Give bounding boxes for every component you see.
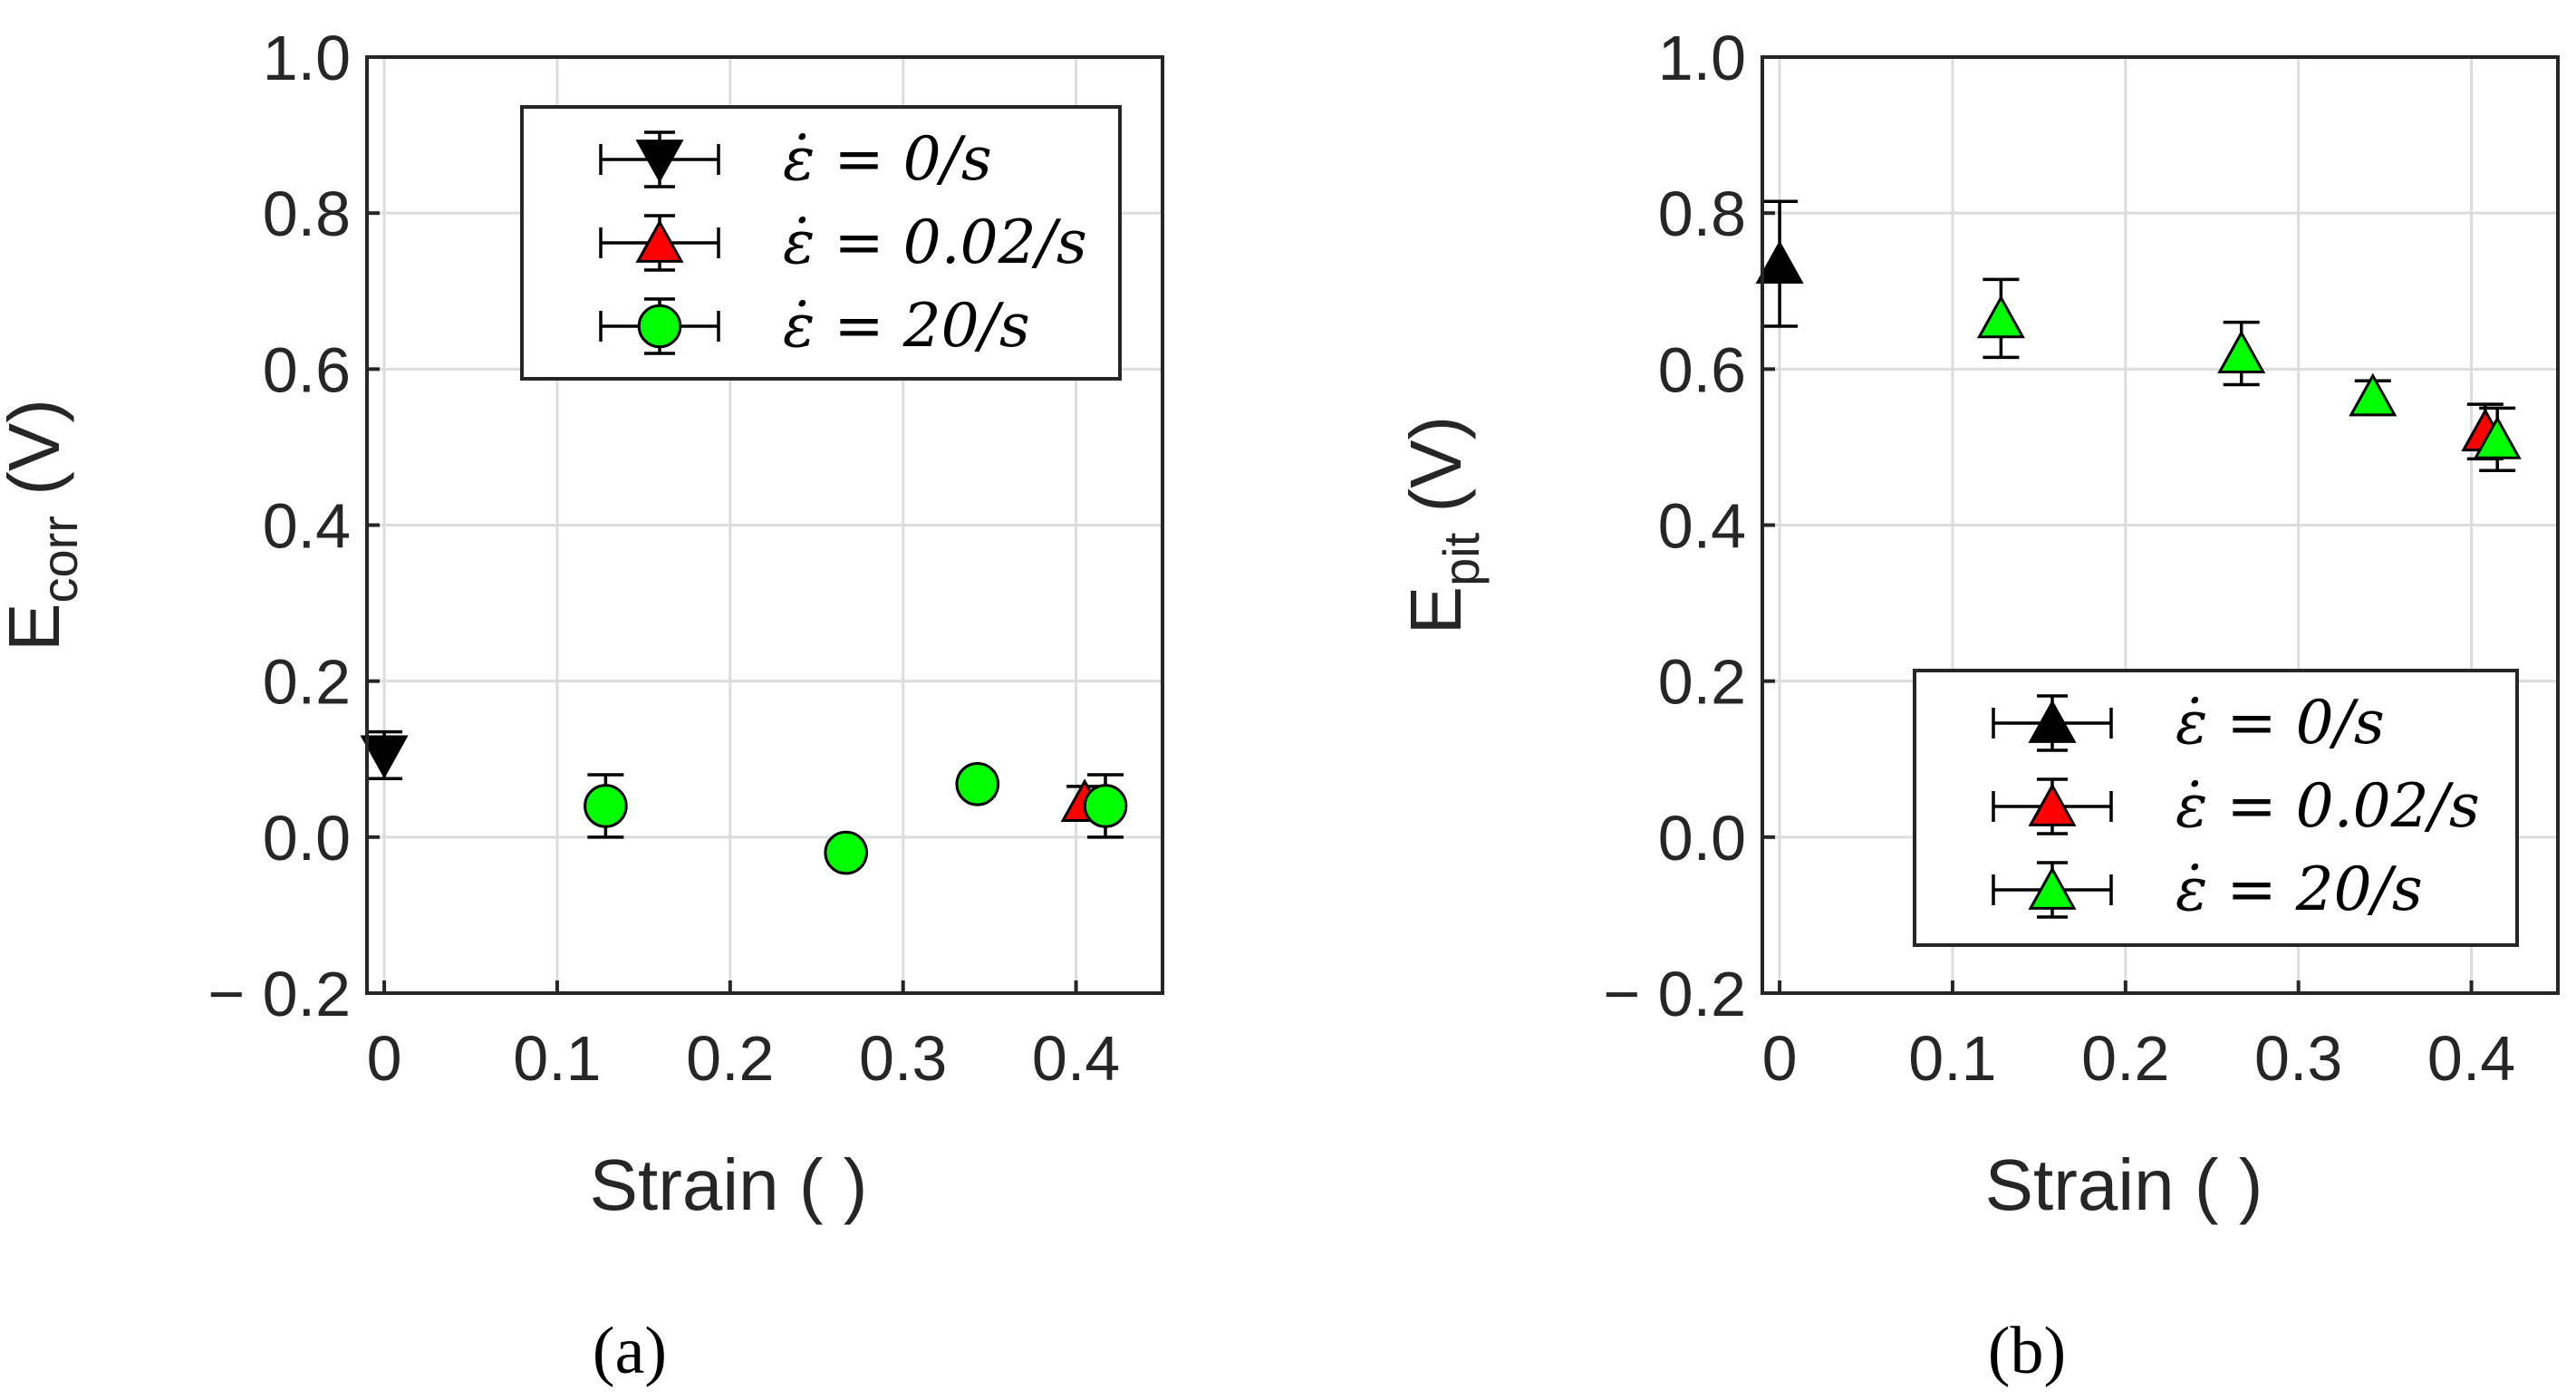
data-point (2473, 406, 2522, 472)
legend-marker (2028, 783, 2077, 826)
y-tick-label: 0.0 (263, 803, 351, 874)
y-tick-label: − 0.2 (207, 959, 351, 1029)
legend-label: ε̇ = 0/s (2176, 688, 2385, 758)
legend-label: ε̇ = 20/s (783, 291, 1030, 361)
legend-marker (637, 304, 682, 349)
y-tick-label: 0.2 (263, 647, 351, 718)
legend-label: ε̇ = 0.02/s (2176, 771, 2480, 841)
data-marker (1976, 294, 2025, 339)
data-point (1083, 773, 1128, 839)
panel-b-y-axis-title-subscript: pit (1433, 532, 1490, 586)
data-marker (2473, 415, 2522, 459)
panel-a-ticks: 0 0.1 0.2 0.3 0.4 − 0.2 0.0 0.2 0.4 0.6 0.8 1.0 (207, 23, 1120, 1094)
legend-marker (2028, 866, 2077, 910)
legend-marker (635, 140, 684, 183)
data-marker (2217, 330, 2266, 374)
x-tick-label: 0.2 (686, 1023, 774, 1094)
x-tick-label: 0.1 (513, 1023, 601, 1094)
y-tick-label: 0.8 (1658, 179, 1746, 249)
y-tick-label: 1.0 (1658, 23, 1746, 93)
data-point (360, 729, 409, 781)
data-point (824, 830, 869, 875)
panel-a-legend: ε̇ = 0/s ε̇ = 0.02/s ε̇ = 20/s (520, 105, 1122, 381)
x-tick-label: 0.3 (2254, 1023, 2342, 1094)
data-point (955, 761, 1000, 806)
x-tick-label: 0.3 (859, 1023, 947, 1094)
legend-entry: ε̇ = 20/s (599, 291, 1030, 361)
x-tick-label: 0.4 (2427, 1023, 2515, 1094)
panel-b-ticks: 0 0.1 0.2 0.3 0.4 − 0.2 0.0 0.2 0.4 0.6 0.8 1.0 (1603, 23, 2515, 1094)
panel-a-y-axis-title: Ecorr (V) (0, 399, 88, 652)
data-point (584, 773, 628, 839)
data-point (2349, 372, 2398, 417)
panel-a-y-axis-title-main: E (0, 603, 74, 651)
x-tick-label: 0 (1762, 1023, 1798, 1094)
y-tick-label: 0.6 (263, 334, 351, 405)
data-marker (1755, 240, 1804, 285)
panel-a-chart: 0 0.1 0.2 0.3 0.4 − 0.2 0.0 0.2 0.4 0.6 0.8 1.0 ε̇ … (0, 23, 1164, 1388)
x-tick-label: 0 (367, 1023, 402, 1094)
y-tick-label: 0.4 (1658, 491, 1746, 562)
data-marker (584, 784, 628, 828)
legend-entry: ε̇ = 20/s (1992, 854, 2423, 924)
panel-b-chart: 0 0.1 0.2 0.3 0.4 − 0.2 0.0 0.2 0.4 0.6 0.8 1.0 ε̇ … (1395, 23, 2560, 1388)
legend-entry: ε̇ = 0.02/s (1992, 771, 2480, 841)
panel-b-x-axis-title: Strain ( ) (1985, 1144, 2263, 1225)
legend-entry: ε̇ = 0/s (599, 124, 992, 194)
y-tick-label: 0.6 (1658, 334, 1746, 405)
legend-label: ε̇ = 20/s (2176, 854, 2423, 924)
y-tick-label: 0.0 (1658, 803, 1746, 874)
y-tick-label: − 0.2 (1603, 959, 1746, 1029)
data-point (1976, 277, 2025, 360)
legend-marker (635, 219, 684, 263)
y-tick-label: 0.8 (263, 179, 351, 249)
panel-a-y-axis-title-subscript: corr (31, 516, 88, 603)
legend-label: ε̇ = 0/s (783, 124, 992, 194)
x-tick-label: 0.1 (1908, 1023, 1996, 1094)
panel-b-y-axis-title-unit: (V) (1395, 416, 1476, 533)
panel-a-y-axis-title-unit: (V) (0, 399, 74, 516)
panel-a-label: (a) (593, 1314, 667, 1388)
panel-a-markers (360, 729, 1128, 875)
panel-a-x-axis-title: Strain ( ) (590, 1144, 868, 1225)
data-marker (360, 735, 409, 779)
panel-b-y-axis-title: Epit (V) (1395, 416, 1490, 634)
x-tick-label: 0.4 (1032, 1023, 1120, 1094)
legend-label: ε̇ = 0.02/s (783, 208, 1087, 277)
y-tick-label: 0.4 (263, 491, 351, 562)
y-tick-label: 0.2 (1658, 647, 1746, 718)
data-point (2217, 320, 2266, 387)
data-marker (824, 830, 869, 875)
x-tick-label: 0.2 (2081, 1023, 2169, 1094)
y-tick-label: 1.0 (263, 23, 351, 93)
data-marker (2349, 372, 2398, 417)
data-marker (955, 761, 1000, 806)
panel-b-y-axis-title-main: E (1395, 586, 1476, 634)
panel-b-legend: ε̇ = 0/s ε̇ = 0.02/s ε̇ = 20/s (1913, 669, 2519, 947)
legend-entry: ε̇ = 0/s (1992, 688, 2385, 758)
panel-b-label: (b) (1988, 1314, 2066, 1388)
data-point (1755, 199, 1804, 328)
legend-marker (2028, 700, 2077, 743)
legend-entry: ε̇ = 0.02/s (599, 208, 1087, 277)
panel-b-markers (1755, 199, 2522, 472)
data-marker (1083, 784, 1128, 828)
